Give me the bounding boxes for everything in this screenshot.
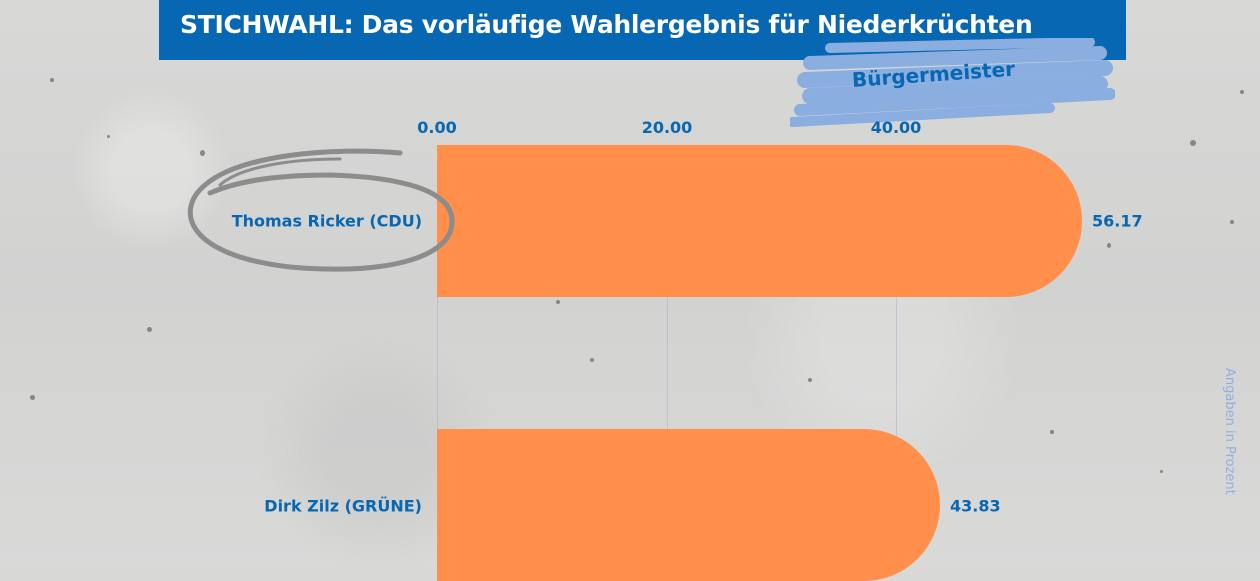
texture-speck <box>1190 140 1196 146</box>
texture-speck <box>1240 90 1244 94</box>
texture-speck <box>1107 243 1111 248</box>
brush-stroke-icon <box>790 38 1115 127</box>
texture-speck <box>1160 470 1163 473</box>
bar-dirk-zilz <box>437 429 940 581</box>
gridline <box>437 145 438 567</box>
unit-note: Angaben in Prozent <box>1222 368 1237 495</box>
x-tick-label: 20.00 <box>641 118 693 137</box>
texture-speck <box>50 78 54 82</box>
texture-speck <box>590 358 594 362</box>
subtitle-badge: Bürgermeister <box>790 38 1115 128</box>
gridline <box>667 145 668 567</box>
texture-speck <box>1230 220 1234 224</box>
value-label: 43.83 <box>950 496 1001 516</box>
texture-speck <box>200 150 205 156</box>
texture-speck <box>107 135 110 138</box>
texture-speck <box>556 300 560 304</box>
highlight-circle-icon <box>187 148 455 272</box>
gridline <box>896 145 897 567</box>
value-label: 56.17 <box>1092 211 1143 231</box>
x-tick-label: 0.00 <box>417 118 457 137</box>
texture-speck <box>147 327 152 332</box>
category-label: Dirk Zilz (GRÜNE) <box>264 496 422 516</box>
texture-speck <box>30 395 35 400</box>
x-tick-label: 40.00 <box>870 118 922 137</box>
texture-speck <box>1050 430 1054 434</box>
chart-title: STICHWAHL: Das vorläufige Wahlergebnis f… <box>180 10 1033 39</box>
category-label: Thomas Ricker (CDU) <box>231 211 422 231</box>
texture-speck <box>808 378 812 382</box>
title-banner: STICHWAHL: Das vorläufige Wahlergebnis f… <box>159 0 1126 60</box>
bar-thomas-ricker <box>437 145 1082 297</box>
